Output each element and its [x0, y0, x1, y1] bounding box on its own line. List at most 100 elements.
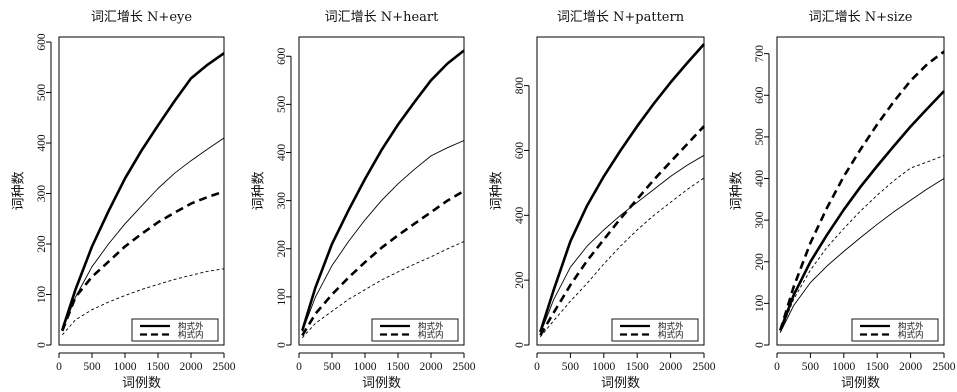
x-tick-label: 1000 [832, 361, 855, 373]
legend-label: 构式外 [658, 321, 684, 332]
series-line-dashed-thin [61, 268, 225, 336]
legend-box [131, 318, 219, 342]
series-line-dashed-thin [301, 241, 465, 339]
series-line-solid-thick [61, 52, 225, 331]
y-tick-label: 600 [754, 86, 766, 104]
x-tick-label: 0 [296, 361, 302, 373]
chart-panel-1: 词汇增长 N+eye 0 500 1000 1500 2000 2500 词例数 0 100 200… [12, 10, 236, 391]
series-line-solid-thin [61, 137, 225, 332]
x-tick-label: 2500 [933, 361, 956, 373]
series-line-solid-thick [779, 90, 945, 331]
x-tick-label: 500 [802, 361, 820, 373]
chart-title: 词汇增长 N+eye [91, 10, 192, 25]
x-tick-label: 1500 [866, 361, 889, 373]
x-tick-label: 1000 [114, 361, 137, 373]
x-axis-label: 词例数 [122, 376, 161, 391]
legend-label: 构式外 [418, 321, 444, 332]
legend-label: 构式外 [898, 321, 924, 332]
y-tick-label: 500 [276, 96, 288, 114]
legend-box [371, 318, 459, 342]
plot-frame [298, 36, 465, 346]
legend-label: 构式内 [178, 330, 204, 341]
series-line-solid-thin [301, 140, 465, 332]
x-tick-label: 0 [56, 361, 62, 373]
plot-frame [536, 36, 705, 346]
y-axis-label: 词种数 [252, 171, 267, 210]
y-tick-label: 200 [276, 240, 288, 258]
x-tick-label: 2000 [420, 361, 443, 373]
legend-label: 构式内 [418, 330, 444, 341]
x-tick-label: 1000 [592, 361, 615, 373]
chart-title: 词汇增长 N+pattern [557, 10, 685, 25]
x-tick-label: 500 [323, 361, 341, 373]
x-tick-label: 2000 [180, 361, 203, 373]
x-tick-label: 1500 [626, 361, 649, 373]
x-tick-label: 2000 [659, 361, 682, 373]
y-tick-label: 400 [36, 134, 48, 152]
chart-title: 词汇增长 N+heart [325, 10, 439, 25]
y-tick-label: 200 [36, 235, 48, 253]
x-tick-label: 500 [562, 361, 580, 373]
plot-frame [58, 36, 225, 346]
y-tick-label: 500 [36, 84, 48, 102]
series-line-dashed-thick [61, 190, 225, 332]
x-axis-label: 词例数 [362, 376, 401, 391]
chart-panel-3: 词汇增长 N+pattern 0 500 1000 1500 2000 2500 词例数 0 20… [490, 10, 716, 391]
y-tick-label: 700 [754, 45, 766, 63]
y-tick-label: 300 [276, 192, 288, 210]
y-axis-label: 词种数 [730, 171, 745, 210]
y-tick-label: 0 [36, 342, 48, 348]
y-tick-label: 400 [276, 144, 288, 162]
x-tick-label: 0 [534, 361, 540, 373]
y-tick-label: 400 [754, 170, 766, 188]
x-tick-label: 1500 [147, 361, 170, 373]
series-line-solid-thick [301, 49, 465, 331]
legend-box [851, 318, 939, 342]
x-tick-label: 1500 [387, 361, 410, 373]
y-axis-label: 词种数 [490, 171, 505, 210]
y-tick-label: 600 [36, 33, 48, 51]
series-line-dashed-thick [301, 189, 465, 337]
y-tick-label: 800 [514, 77, 526, 95]
series-line-solid-thin [779, 178, 945, 333]
y-tick-label: 100 [754, 295, 766, 313]
chart-panel-2: 词汇增长 N+heart 0 500 1000 1500 2000 2500 词例数 0 100 2… [252, 10, 476, 391]
y-tick-label: 300 [36, 185, 48, 203]
x-tick-label: 2500 [693, 361, 716, 373]
x-tick-label: 2500 [453, 361, 476, 373]
y-tick-label: 600 [276, 47, 288, 65]
legend-box [611, 318, 699, 342]
x-tick-label: 2500 [213, 361, 236, 373]
x-axis-label: 词例数 [841, 376, 880, 391]
y-tick-label: 600 [514, 142, 526, 160]
chart-panel-4: 词汇增长 N+size 0 500 1000 1500 2000 2500 词例数 0 100 20… [730, 10, 956, 391]
y-tick-label: 0 [276, 342, 288, 348]
y-tick-label: 300 [754, 211, 766, 229]
series-line-solid-thin [539, 154, 705, 334]
plot-frame [776, 36, 945, 346]
series-line-dashed-thin [539, 177, 705, 338]
y-tick-label: 200 [514, 271, 526, 289]
x-tick-label: 1000 [354, 361, 377, 373]
y-tick-label: 100 [36, 286, 48, 304]
legend-label: 构式外 [178, 321, 204, 332]
chart-title: 词汇增长 N+size [809, 10, 913, 25]
y-tick-label: 200 [754, 253, 766, 271]
x-axis-label: 词例数 [601, 376, 640, 391]
series-line-solid-thick [539, 43, 705, 333]
legend-label: 构式内 [658, 330, 684, 341]
series-line-dashed-thin [779, 155, 945, 333]
legend-label: 构式内 [898, 330, 924, 341]
y-axis-label: 词种数 [12, 171, 27, 210]
series-line-dashed-thick [779, 50, 945, 331]
x-tick-label: 2000 [899, 361, 922, 373]
y-tick-label: 0 [754, 342, 766, 348]
y-tick-label: 0 [514, 342, 526, 348]
y-tick-label: 400 [514, 206, 526, 224]
